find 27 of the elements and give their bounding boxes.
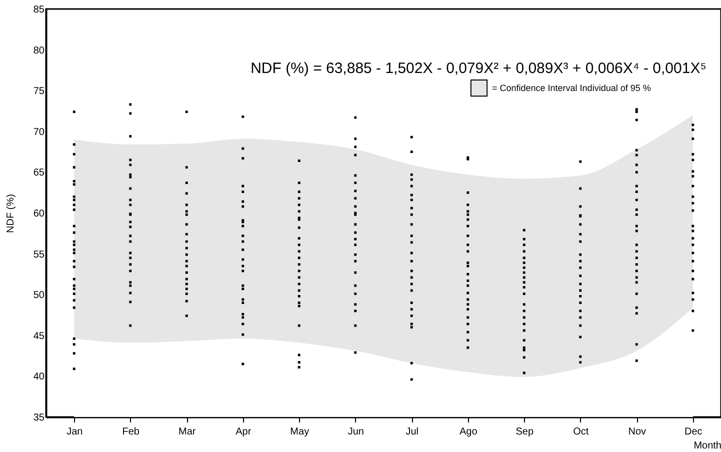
y-tick-label: 85 [33, 4, 45, 16]
y-tick-label: 55 [33, 249, 45, 260]
x-axis-title: Month [694, 440, 721, 452]
x-tick-label: Dec [684, 426, 702, 438]
x-tick-label: Feb [122, 426, 140, 438]
y-tick-label: 70 [33, 126, 45, 138]
y-tick-label: 45 [33, 330, 45, 342]
x-tick-label: Sep [516, 426, 534, 438]
x-tick-label: Mar [178, 426, 196, 438]
x-tick-label: Apr [236, 426, 252, 438]
y-tick-label: 80 [33, 45, 45, 56]
y-tick-label: 40 [33, 372, 45, 383]
y-tick-label: 75 [33, 86, 45, 98]
y-tick-label: 50 [33, 290, 45, 302]
x-tick-label: Jan [66, 426, 83, 438]
y-tick-label: 35 [33, 412, 45, 424]
legend-label: = Confidence Interval Individual of 95 % [492, 83, 651, 93]
x-tick-label: Jun [348, 426, 364, 438]
x-tick-label: Jul [406, 426, 419, 438]
x-tick-label: May [290, 426, 310, 438]
x-tick-label: Nov [628, 426, 646, 438]
y-tick-label: 60 [33, 208, 45, 220]
text: NDF (%) = 63,885 - 1,502X - 0,079X² + 0,089X³ + 0,006X⁴ - 0,001X⁵ [250, 60, 706, 77]
x-tick-label: Ago [459, 426, 478, 438]
x-tick-label: Oct [573, 426, 589, 438]
y-axis-title: NDF (%) [5, 194, 16, 233]
y-tick-label: 65 [33, 168, 45, 179]
